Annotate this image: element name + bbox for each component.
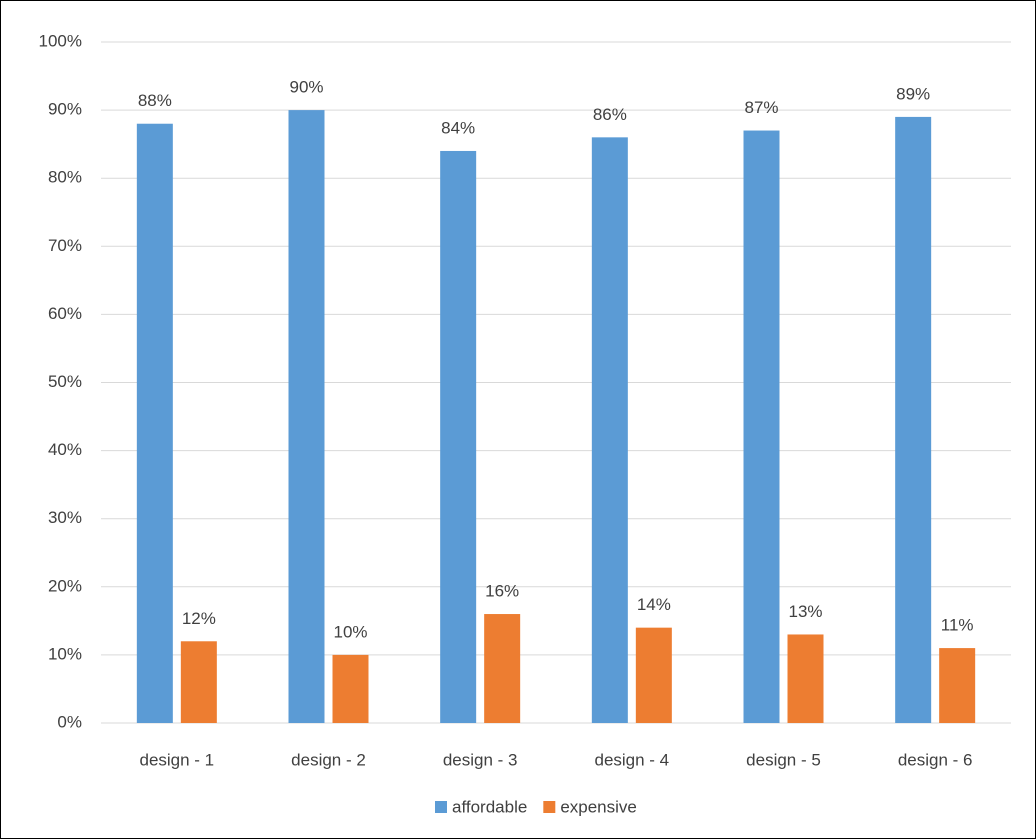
- y-tick-label: 40%: [48, 440, 82, 459]
- data-label: 88%: [138, 91, 172, 110]
- x-tick-label: design - 1: [139, 750, 214, 769]
- data-label: 90%: [289, 78, 323, 97]
- data-label: 87%: [744, 98, 778, 117]
- legend-label: expensive: [560, 797, 637, 816]
- bar: [440, 150, 477, 723]
- bar: [332, 654, 369, 723]
- y-tick-label: 0%: [57, 712, 82, 731]
- bar: [895, 116, 932, 723]
- x-tick-label: design - 2: [291, 750, 366, 769]
- legend-swatch: [543, 801, 556, 813]
- data-label: 12%: [182, 609, 216, 628]
- y-tick-label: 20%: [48, 576, 82, 595]
- x-tick-label: design - 4: [594, 750, 669, 769]
- bar: [136, 123, 173, 724]
- bar: [288, 110, 325, 724]
- bar: [787, 634, 824, 723]
- bar: [591, 137, 628, 724]
- x-tick-label: design - 5: [746, 750, 821, 769]
- data-label: 11%: [941, 616, 974, 635]
- bar: [635, 627, 672, 723]
- y-tick-label: 80%: [48, 168, 82, 187]
- data-label: 13%: [788, 602, 822, 621]
- data-label: 86%: [593, 105, 627, 124]
- bar: [484, 614, 521, 723]
- y-tick-label: 50%: [48, 372, 82, 391]
- x-tick-label: design - 6: [898, 750, 973, 769]
- bar: [180, 641, 217, 723]
- y-tick-label: 70%: [48, 236, 82, 255]
- y-tick-label: 100%: [39, 31, 82, 50]
- y-tick-label: 30%: [48, 508, 82, 527]
- y-tick-label: 10%: [48, 644, 82, 663]
- bar: [743, 130, 780, 723]
- legend-label: affordable: [452, 797, 527, 816]
- legend-swatch: [435, 801, 447, 813]
- bar: [939, 648, 976, 723]
- y-tick-label: 60%: [48, 304, 82, 323]
- data-label: 10%: [333, 622, 367, 641]
- x-tick-label: design - 3: [443, 750, 518, 769]
- data-label: 14%: [637, 595, 671, 614]
- data-label: 84%: [441, 118, 475, 137]
- y-tick-label: 90%: [48, 100, 82, 119]
- data-label: 89%: [896, 84, 930, 103]
- data-label: 16%: [485, 582, 519, 601]
